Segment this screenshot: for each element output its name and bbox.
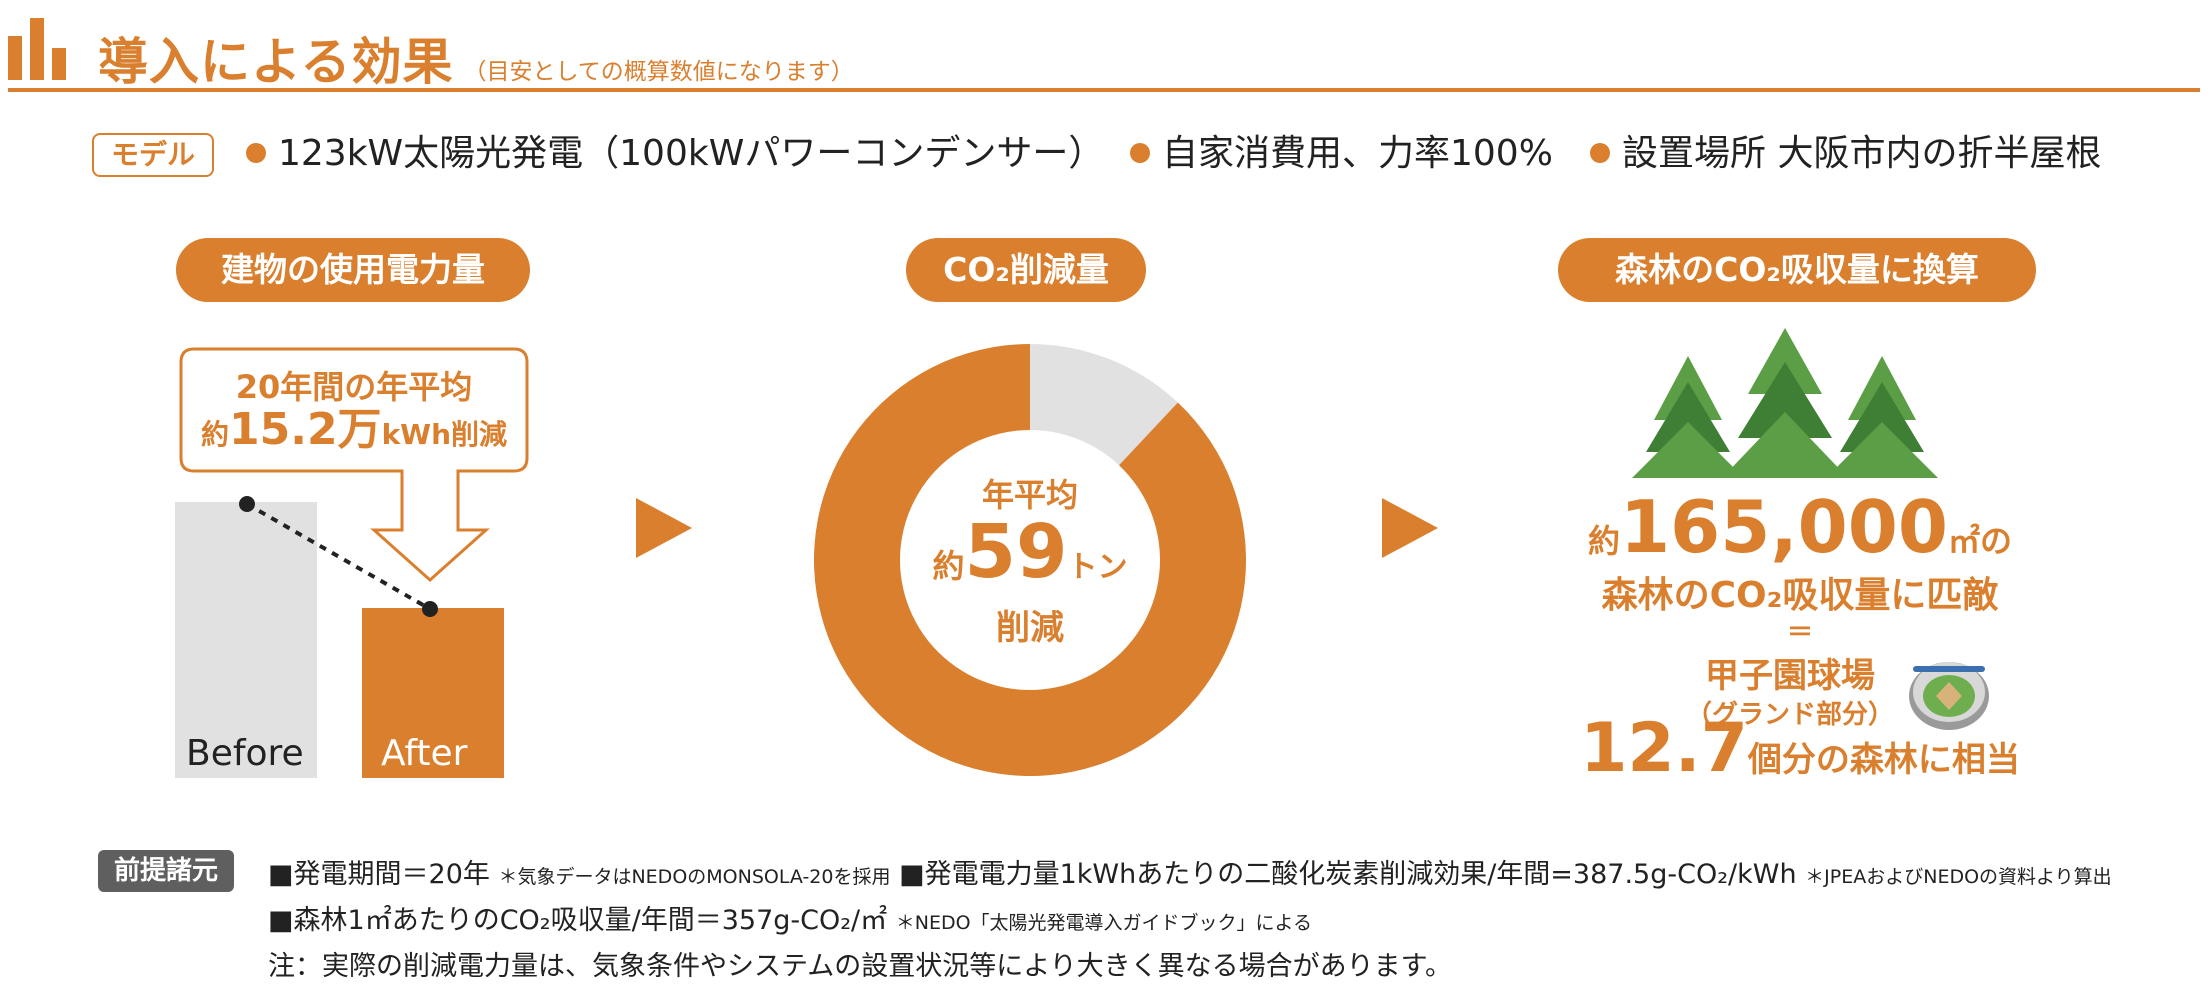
donut-remaining-segment [1030,344,1178,466]
header-logo-bar-3 [52,48,66,80]
count-row: 12.7個分の森林に相当 [1560,708,2040,807]
donut-line3: 削減 [996,608,1064,648]
before-point [239,496,255,512]
donut-unit: トン [1067,550,1128,585]
bullet-dot-icon [1130,143,1150,163]
after-label: After [381,733,468,774]
callout-line1: 20年間の年平均 [235,368,473,406]
tree-icon [1826,356,1938,478]
bar-after [362,608,504,778]
forest-equals: ＝ [1786,618,1813,648]
premises-period-note: ＊気象データはNEDOのMONSOLA-20を採用 [498,866,891,888]
premises-period: ■発電期間＝20年 [268,859,490,890]
forest-line2: 森林のCO₂吸収量に匹敵 [1601,575,1999,616]
header-logo-bar-1 [8,36,22,80]
premises-line1: ■発電期間＝20年 ＊気象データはNEDOのMONSOLA-20を採用 ■発電電… [268,852,2112,891]
tree-icon [1632,356,1744,478]
page-subtitle: （目安としての概算数値になります） [463,59,854,85]
page-title-text: 導入による効果 [98,33,454,91]
count-suffix: 個分の森林に相当 [1747,740,2020,780]
model-spec-3: 設置場所 大阪市内の折半屋根 [1590,130,2101,178]
stadium-name: 甲子園球場 [1705,656,1875,696]
header-divider [8,88,2200,92]
premises-note: 注：実際の削減電力量は、気象条件やシステムの設置状況等により大きく異なる場合があ… [268,951,1452,982]
model-spec-1: 123kW太陽光発電（100kWパワーコンデンサー） [246,130,1104,178]
donut-prefix: 約 [932,547,965,585]
bullet-dot-icon [1590,143,1610,163]
stadium-icon [1909,662,1989,730]
trees-illustration [1632,328,1938,478]
model-spec-2: 自家消費用、力率100% [1130,130,1553,178]
premises-line2: ■森林1㎡あたりのCO₂吸収量/年間＝357g-CO₂/㎡ ＊NEDO「太陽光発… [268,898,1312,937]
co2-donut-chart [814,344,1246,776]
forest-prefix: 約 [1588,522,1621,560]
before-label: Before [186,733,304,774]
donut-value-row: 約59トン [880,510,1180,614]
callout-prefix: 約 [200,418,229,451]
premises-co2-effect: ■発電電力量1kWhあたりの二酸化炭素削減効果/年間=387.5g-CO₂/kW… [899,859,1797,890]
tree-icon [1722,328,1848,478]
model-spec-2-text: 自家消費用、力率100% [1162,133,1553,174]
section-pill-co2: CO₂削減量 [906,238,1146,302]
model-spec-3-text: 設置場所 大阪市内の折半屋根 [1622,133,2102,174]
forest-area-value: 165,000 [1620,485,1948,569]
after-point [422,601,438,617]
premises-badge: 前提諸元 [98,850,234,892]
forest-area-unit: ㎡の [1947,522,2012,560]
count-value: 12.7 [1580,709,1748,788]
donut-reduced-segment [814,344,1246,776]
section-pill-usage: 建物の使用電力量 [176,238,530,302]
donut-line1: 年平均 [981,476,1078,514]
stadium-sub: （グランド部分） [1685,700,1894,730]
header-logo-bar-2 [30,18,44,80]
flow-arrow-2 [1382,498,1438,558]
callout-arrow-box [179,347,529,583]
reduction-connector [179,347,529,617]
model-spec-1-text: 123kW太陽光発電（100kWパワーコンデンサー） [278,133,1105,174]
model-badge: モデル [92,133,214,177]
premises-co2-note: ＊JPEAおよびNEDOの資料より算出 [1805,866,2112,888]
premises-forest: ■森林1㎡あたりのCO₂吸収量/年間＝357g-CO₂/㎡ [268,905,888,936]
callout-unit: kWh削減 [381,418,508,451]
callout-line2: 約15.2万kWh削減 [181,404,527,465]
forest-area-row: 約165,000㎡の [1560,484,2040,590]
section-pill-forest: 森林のCO₂吸収量に換算 [1558,238,2036,302]
donut-value: 59 [964,509,1068,595]
flow-arrow-1 [636,498,692,558]
callout-value: 15.2万 [229,404,382,455]
bar-before [175,502,317,778]
premises-forest-note: ＊NEDO「太陽光発電導入ガイドブック」による [895,912,1312,934]
bullet-dot-icon [246,143,266,163]
page-title: 導入による効果 （目安としての概算数値になります） [98,22,854,94]
